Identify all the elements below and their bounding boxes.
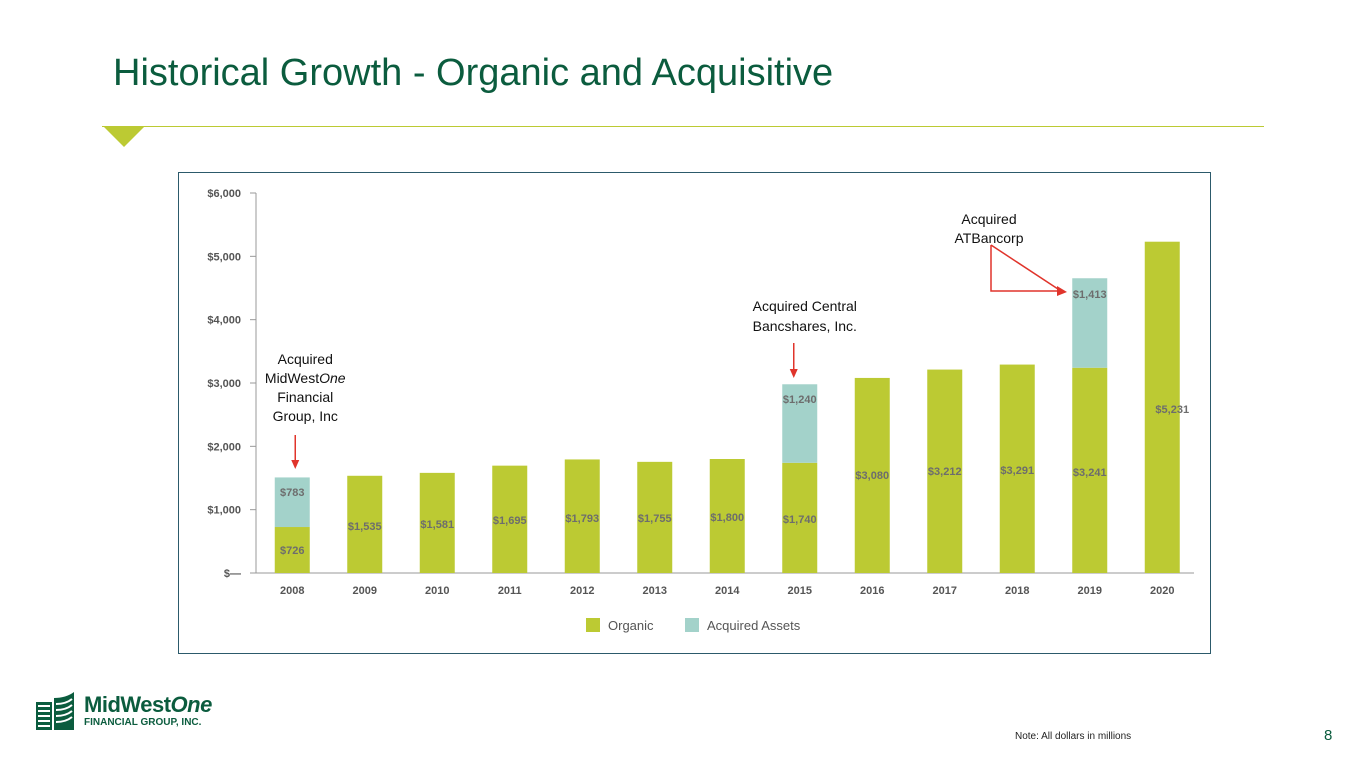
bar-organic xyxy=(709,459,745,573)
x-tick-label: 2012 xyxy=(570,585,594,597)
data-label-acquired: $783 xyxy=(280,487,304,499)
data-label-acquired: $1,413 xyxy=(1073,289,1107,301)
annotation-arrow xyxy=(990,245,1059,292)
data-label-organic: $3,241 xyxy=(1073,467,1107,479)
bar-organic xyxy=(1072,367,1108,573)
bar-organic xyxy=(419,472,455,573)
data-label-organic: $1,581 xyxy=(420,519,454,531)
y-tick-label: $3,000 xyxy=(207,378,241,390)
x-tick-label: 2015 xyxy=(788,585,812,597)
x-tick-label: 2018 xyxy=(1005,585,1029,597)
x-tick-label: 2016 xyxy=(860,585,884,597)
chart-frame: $— $1,000 $2,000 $3,000 $4,000 $5,000 $6,000 20… xyxy=(178,172,1211,654)
bar-acquired xyxy=(1072,278,1108,368)
y-tick-label: $6,000 xyxy=(207,188,241,200)
bar-acquired xyxy=(274,477,310,528)
bar-organic xyxy=(637,461,673,573)
x-tick-label: 2013 xyxy=(643,585,667,597)
data-label-organic: $3,080 xyxy=(855,470,889,482)
data-label-organic: $1,800 xyxy=(710,512,744,524)
bar-organic xyxy=(854,377,890,573)
annotation-text-line: Acquired xyxy=(278,351,333,367)
data-label-organic: $1,755 xyxy=(638,513,672,525)
x-tick-label: 2019 xyxy=(1078,585,1102,597)
data-label-organic: $3,291 xyxy=(1000,465,1034,477)
bar-organic xyxy=(782,462,818,573)
annotation-text-line: MidWestOne xyxy=(265,370,346,386)
bar-organic xyxy=(347,475,383,573)
logo-emblem-icon xyxy=(36,692,74,730)
legend-label-organic: Organic xyxy=(608,618,654,633)
annotation-arrow xyxy=(990,244,1062,292)
title-divider xyxy=(102,126,1264,127)
data-label-organic: $5,231 xyxy=(1155,404,1189,416)
annotation-text-line: Acquired xyxy=(961,211,1016,227)
data-label-organic: $1,740 xyxy=(783,514,817,526)
page-number: 8 xyxy=(1324,727,1333,744)
logo-subtitle: FINANCIAL GROUP, INC. xyxy=(84,717,202,728)
bar-organic xyxy=(999,364,1035,573)
data-label-organic: $1,535 xyxy=(348,521,382,533)
annotation-text-line: Bancshares, Inc. xyxy=(753,318,857,334)
legend-swatch-acquired xyxy=(685,618,699,632)
bar-organic xyxy=(927,369,963,573)
legend-swatch-organic xyxy=(586,618,600,632)
bar-acquired xyxy=(782,384,818,463)
y-tick-label: $2,000 xyxy=(207,441,241,453)
x-tick-label: 2010 xyxy=(425,585,449,597)
logo-wordmark: MidWestOne xyxy=(84,692,212,717)
annotation-text-line: Financial xyxy=(277,389,333,405)
y-tick-label: $1,000 xyxy=(207,505,241,517)
data-label-acquired: $1,240 xyxy=(783,394,817,406)
bar-chart: $— $1,000 $2,000 $3,000 $4,000 $5,000 $6,000 20… xyxy=(207,188,1194,633)
footnote: Note: All dollars in millions xyxy=(1015,731,1132,742)
y-tick-label: $4,000 xyxy=(207,315,241,327)
arrow-head-icon xyxy=(789,369,798,378)
data-label-organic: $1,695 xyxy=(493,515,527,527)
y-tick-label: $— xyxy=(224,568,241,580)
x-tick-label: 2017 xyxy=(933,585,957,597)
data-label-organic: $3,212 xyxy=(928,466,962,478)
arrow-head-icon xyxy=(1057,286,1067,296)
bar-organic xyxy=(564,459,600,573)
annotation-text-line: Group, Inc xyxy=(273,408,338,424)
data-label-organic: $1,793 xyxy=(565,513,599,525)
data-label-organic: $726 xyxy=(280,545,304,557)
legend-label-acquired: Acquired Assets xyxy=(707,618,801,633)
annotation-text-line: Acquired Central xyxy=(753,298,857,314)
y-tick-label: $5,000 xyxy=(207,251,241,263)
arrow-head-icon xyxy=(291,460,300,469)
x-tick-label: 2020 xyxy=(1150,585,1174,597)
page-title: Historical Growth - Organic and Acquisit… xyxy=(113,52,834,94)
x-tick-label: 2009 xyxy=(353,585,377,597)
x-tick-label: 2008 xyxy=(280,585,304,597)
x-tick-label: 2011 xyxy=(498,585,522,597)
annotation-text-line: ATBancorp xyxy=(955,230,1024,246)
x-tick-label: 2014 xyxy=(715,585,740,597)
title-triangle-marker xyxy=(104,127,144,147)
bar-organic xyxy=(274,527,310,573)
company-logo: MidWestOne FINANCIAL GROUP, INC. xyxy=(32,690,232,738)
bar-organic xyxy=(1144,241,1180,573)
bar-organic xyxy=(492,465,528,573)
